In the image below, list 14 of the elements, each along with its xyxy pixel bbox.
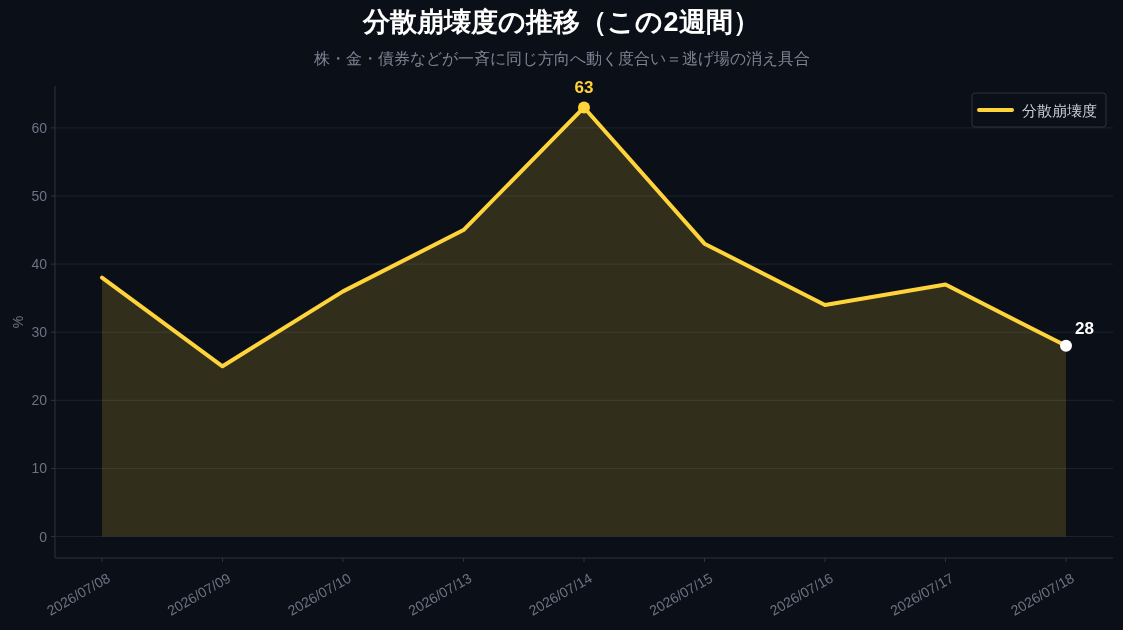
chart-subtitle: 株・金・債券などが一斉に同じ方向へ動く度合い＝逃げ場の消え具合: [312, 49, 810, 67]
y-tick-label: 30: [31, 324, 48, 341]
y-tick-label: 60: [31, 119, 48, 136]
y-tick-label: 20: [31, 392, 48, 409]
y-tick-label: 0: [39, 528, 48, 545]
data-label: 28: [1075, 318, 1094, 338]
data-label: 63: [574, 78, 594, 98]
legend: 分散崩壊度: [971, 92, 1107, 128]
y-tick-label: 40: [31, 256, 48, 273]
y-axis-title: %: [10, 315, 26, 329]
y-tick-label: 10: [31, 460, 48, 477]
y-tick-label: 50: [31, 188, 48, 204]
legend-label: 分散崩壊度: [1022, 101, 1097, 119]
chart-title: 分散崩壊度の推移（この2週間）: [362, 7, 760, 37]
